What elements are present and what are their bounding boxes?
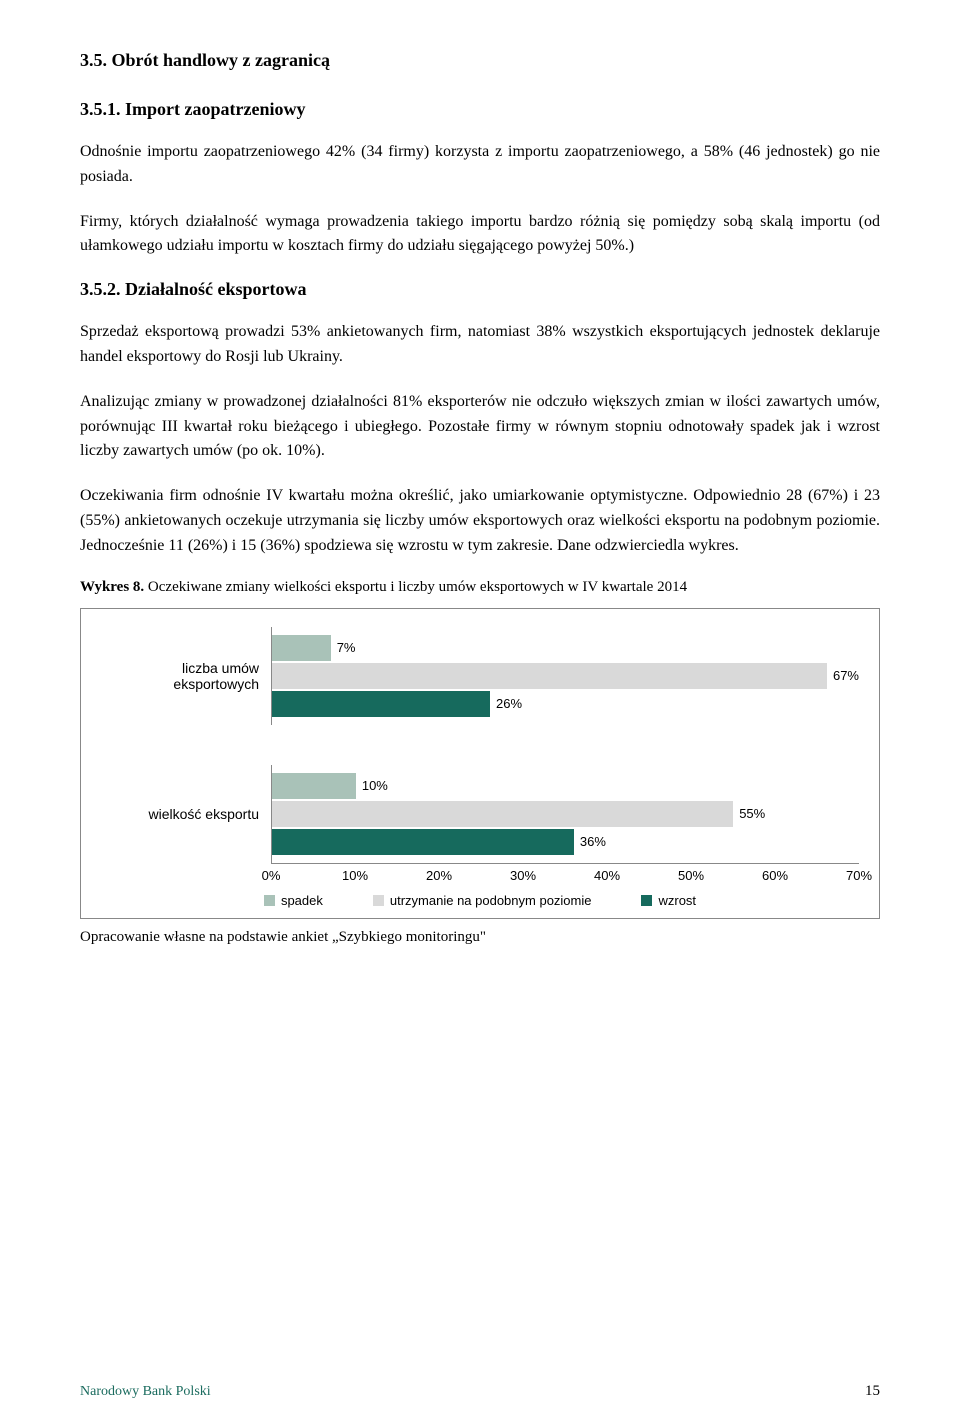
chart-bar-value-label: 7% [337, 640, 356, 655]
chart-container: liczba umów eksportowych 7% 67% 26% wielkość… [80, 608, 880, 919]
chart-x-tick: 20% [426, 868, 452, 883]
chart-x-tick: 10% [342, 868, 368, 883]
chart-legend-swatch [373, 895, 384, 906]
chart-legend-swatch [641, 895, 652, 906]
chart-x-axis: 0%10%20%30%40%50%60%70% [271, 863, 859, 883]
chart-bar-value-label: 55% [739, 806, 765, 821]
chart-bar [272, 635, 331, 661]
chart-legend-label: wzrost [658, 893, 696, 908]
paragraph: Oczekiwania firm odnośnie IV kwartału mo… [80, 484, 880, 558]
chart-caption-text: Oczekiwane zmiany wielkości eksportu i l… [144, 579, 687, 595]
subsection-heading-import: 3.5.1. Import zaopatrzeniowy [80, 99, 880, 120]
chart-x-tick: 70% [846, 868, 872, 883]
chart-legend-item: spadek [264, 893, 323, 908]
chart-bar-wrap: 55% [272, 801, 859, 827]
section-heading: 3.5. Obrót handlowy z zagranicą [80, 50, 880, 71]
chart-caption: Wykres 8. Oczekiwane zmiany wielkości ek… [80, 579, 880, 596]
chart-x-tick: 30% [510, 868, 536, 883]
chart-bar [272, 691, 490, 717]
chart-x-tick: 0% [262, 868, 281, 883]
chart-x-tick: 60% [762, 868, 788, 883]
bar-chart: liczba umów eksportowych 7% 67% 26% wielkość… [101, 627, 859, 863]
chart-bar-group: 7% 67% 26% [271, 627, 859, 725]
chart-legend: spadek utrzymanie na podobnym poziomie wzr… [101, 893, 859, 908]
chart-legend-label: spadek [281, 893, 323, 908]
page-footer: Narodowy Bank Polski 15 [80, 1383, 880, 1400]
chart-x-tick: 40% [594, 868, 620, 883]
chart-x-tick: 50% [678, 868, 704, 883]
chart-source-note: Opracowanie własne na podstawie ankiet „… [80, 929, 880, 946]
chart-bar-wrap: 67% [272, 663, 859, 689]
chart-bar-value-label: 10% [362, 778, 388, 793]
chart-category-label: liczba umów eksportowych [101, 660, 271, 692]
chart-category-label: wielkość eksportu [101, 806, 271, 822]
chart-bar [272, 773, 356, 799]
chart-bar-wrap: 26% [272, 691, 859, 717]
chart-caption-number: Wykres 8. [80, 579, 144, 595]
chart-bar-value-label: 36% [580, 834, 606, 849]
chart-bar-wrap: 7% [272, 635, 859, 661]
paragraph: Odnośnie importu zaopatrzeniowego 42% (3… [80, 140, 880, 190]
chart-legend-item: wzrost [641, 893, 696, 908]
paragraph: Firmy, których działalność wymaga prowad… [80, 210, 880, 260]
chart-category-row: liczba umów eksportowych 7% 67% 26% [101, 627, 859, 725]
chart-bar-group: 10% 55% 36% [271, 765, 859, 863]
chart-legend-item: utrzymanie na podobnym poziomie [373, 893, 592, 908]
paragraph: Analizując zmiany w prowadzonej działaln… [80, 390, 880, 464]
chart-bar [272, 829, 574, 855]
chart-bar-wrap: 10% [272, 773, 859, 799]
chart-bar-value-label: 67% [833, 668, 859, 683]
paragraph: Sprzedaż eksportową prowadzi 53% ankieto… [80, 320, 880, 370]
chart-legend-swatch [264, 895, 275, 906]
chart-category-row: wielkość eksportu 10% 55% 36% [101, 765, 859, 863]
footer-publisher: Narodowy Bank Polski [80, 1384, 211, 1400]
chart-bar-value-label: 26% [496, 696, 522, 711]
chart-bar-wrap: 36% [272, 829, 859, 855]
chart-legend-label: utrzymanie na podobnym poziomie [390, 893, 592, 908]
subsection-heading-export: 3.5.2. Działalność eksportowa [80, 279, 880, 300]
footer-page-number: 15 [865, 1383, 880, 1400]
chart-bar [272, 663, 827, 689]
chart-bar [272, 801, 733, 827]
